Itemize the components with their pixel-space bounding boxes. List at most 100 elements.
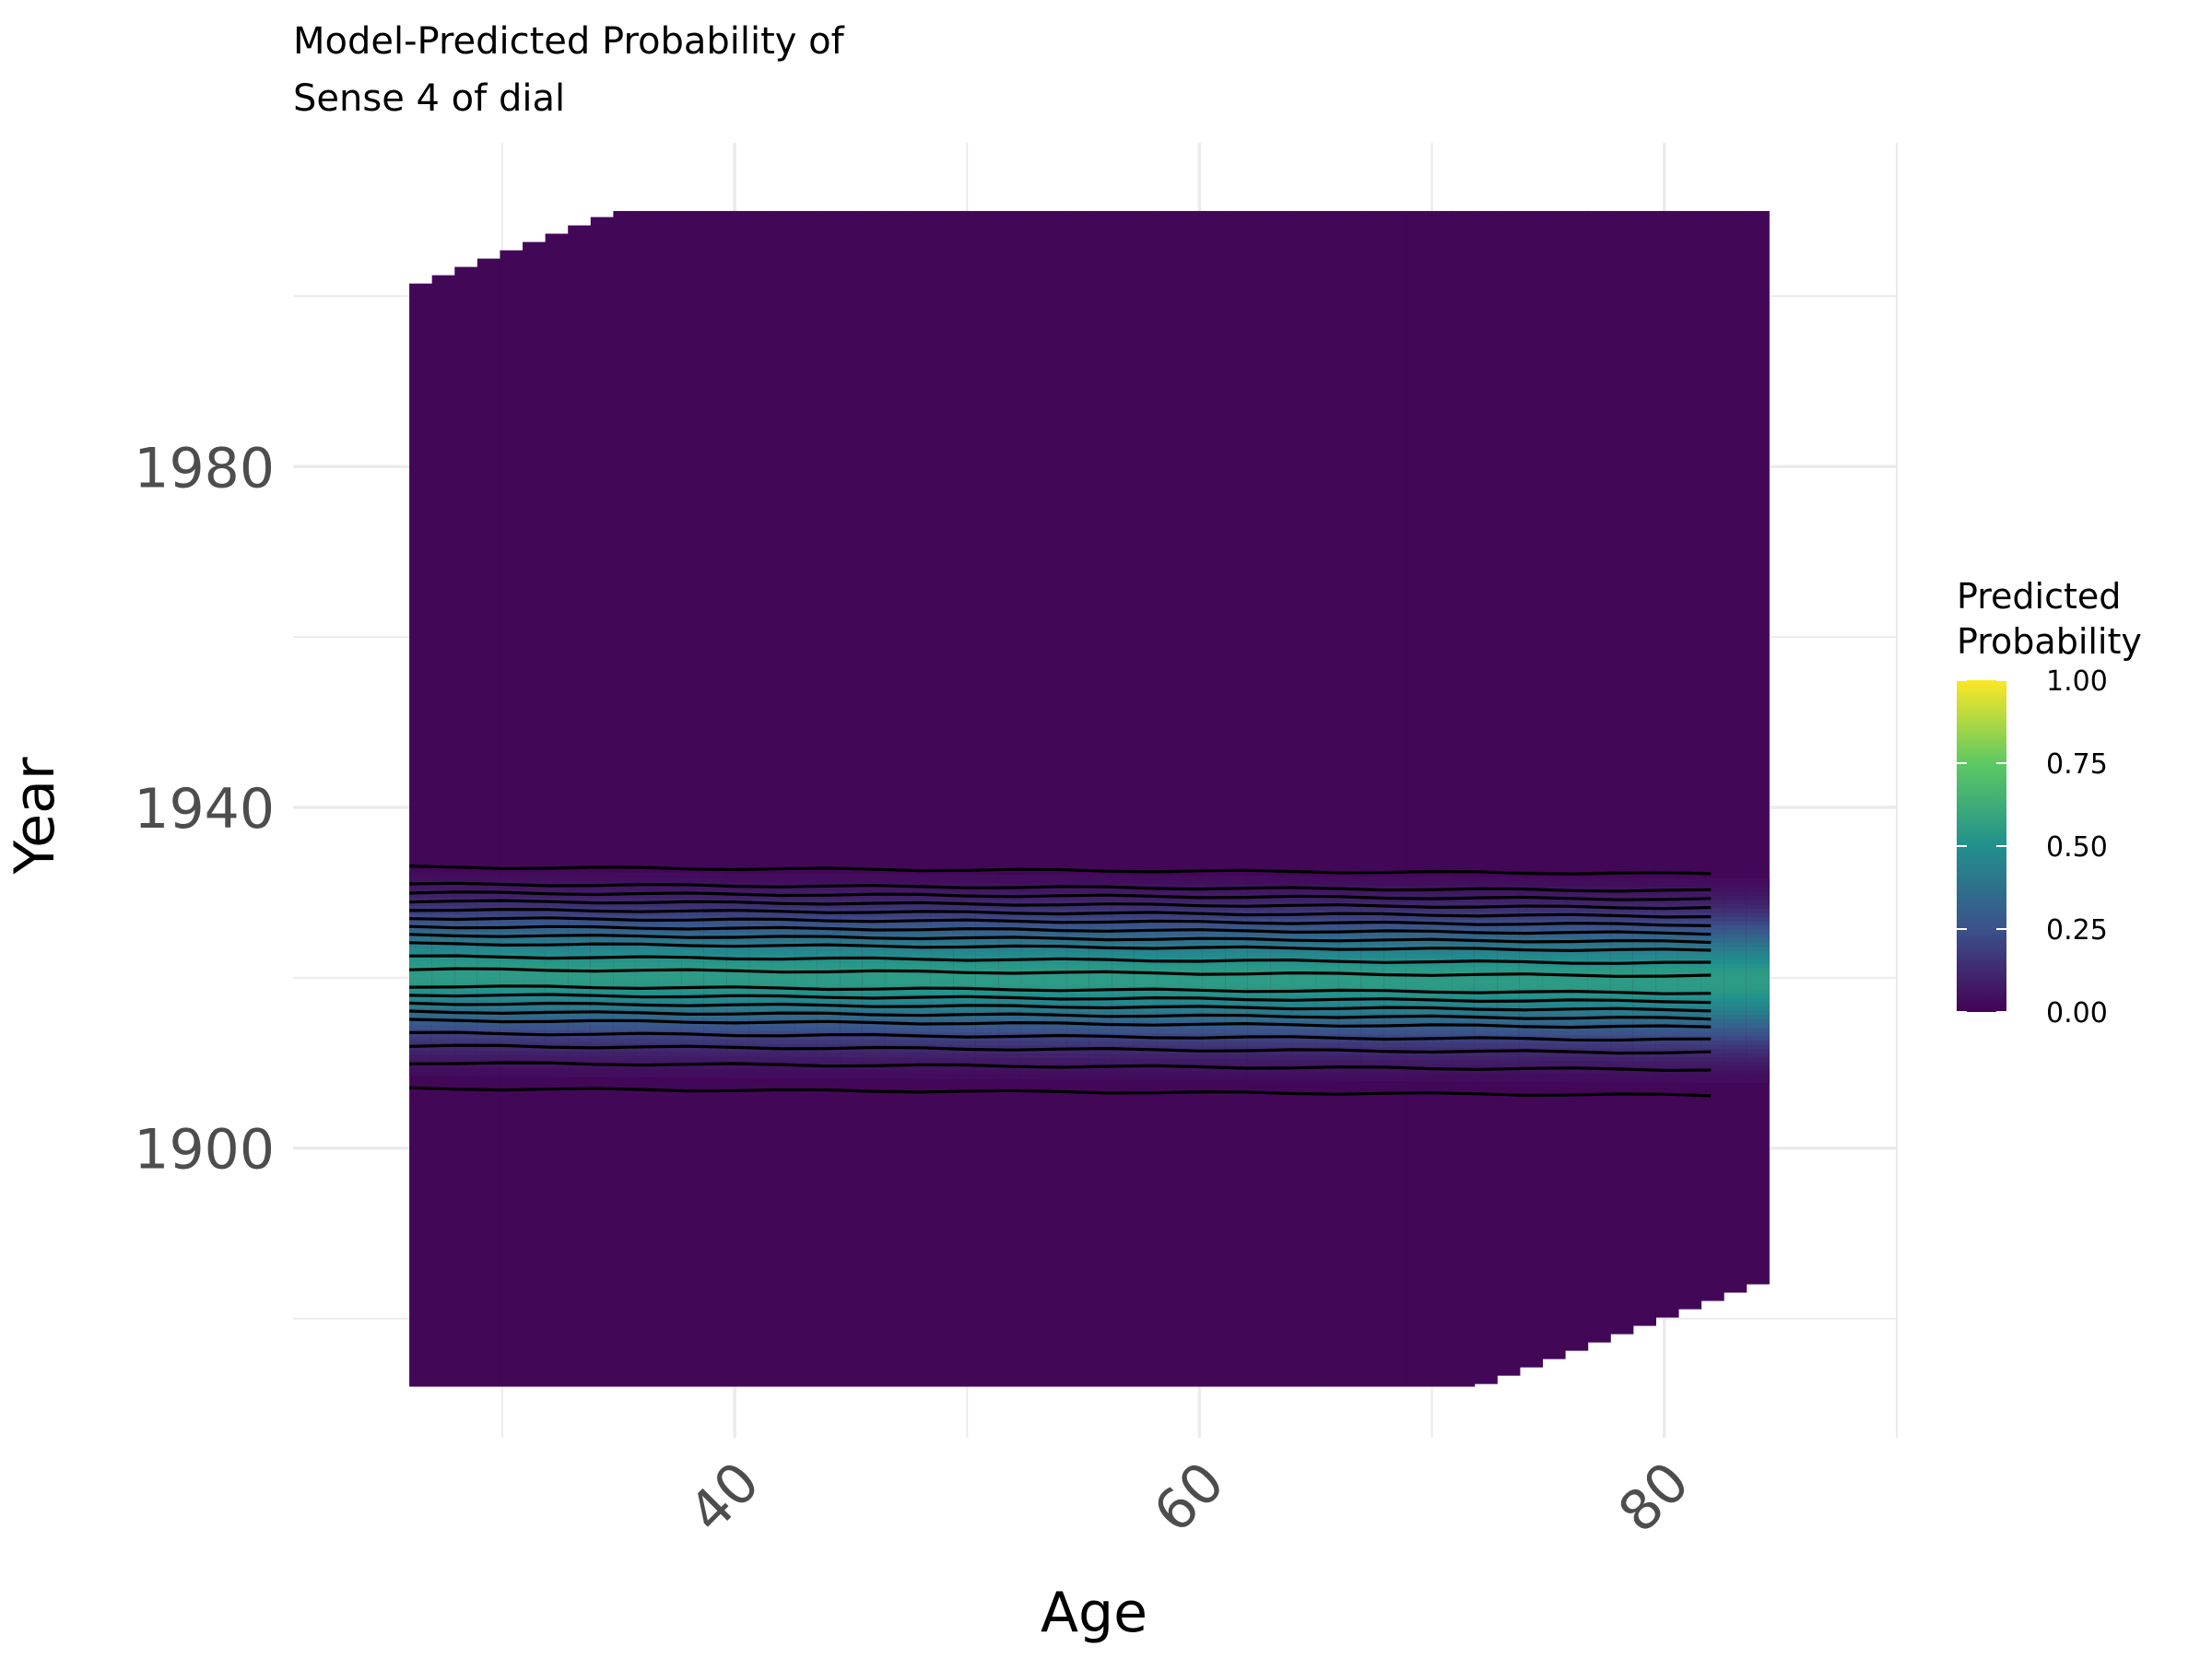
heatmap-tile	[908, 1056, 932, 1063]
heatmap-tile	[975, 1018, 999, 1024]
heatmap-tile	[1587, 936, 1611, 942]
heatmap-tile	[1270, 978, 1294, 983]
heatmap-tile	[1519, 877, 1544, 882]
heatmap-tile	[1724, 1069, 1747, 1075]
heatmap-tile	[1020, 1070, 1045, 1076]
heatmap-tile	[1724, 890, 1747, 896]
heatmap-tile	[1452, 927, 1476, 933]
heatmap-tile	[1565, 1043, 1589, 1049]
heatmap-tile	[1452, 901, 1476, 908]
heatmap-tile	[748, 1052, 773, 1057]
heatmap-tile	[1338, 1020, 1362, 1026]
heatmap-tile	[975, 947, 999, 952]
heatmap-tile	[1587, 902, 1611, 908]
heatmap-tile	[953, 1048, 977, 1054]
heatmap-tile	[1497, 974, 1521, 980]
heatmap-tile	[1088, 1036, 1112, 1042]
heatmap-tile	[908, 1010, 932, 1016]
heatmap-tile	[703, 873, 727, 878]
heatmap-tile	[1225, 1003, 1249, 1008]
heatmap-tile	[1112, 1053, 1135, 1059]
heatmap-tile	[771, 958, 795, 964]
heatmap-tile	[658, 1051, 682, 1057]
heatmap-tile	[1519, 1030, 1544, 1036]
heatmap-tile	[840, 928, 864, 935]
heatmap-tile	[862, 946, 887, 951]
heatmap-tile	[681, 1073, 705, 1078]
heatmap-tile	[794, 936, 818, 943]
heatmap-tile	[658, 906, 682, 912]
heatmap-tile	[930, 1031, 954, 1037]
heatmap-tile	[1497, 1000, 1521, 1006]
heatmap-tile	[953, 971, 977, 977]
heatmap-tile	[1542, 1018, 1566, 1023]
heatmap-tile	[953, 942, 977, 947]
heatmap-tile	[1157, 969, 1181, 974]
heatmap-tile	[1112, 1066, 1135, 1072]
heatmap-tile	[1429, 974, 1453, 980]
heatmap-tile	[1292, 1050, 1317, 1056]
heatmap-tile	[1134, 1075, 1159, 1080]
heatmap-tile	[1565, 915, 1589, 921]
heatmap-tile	[1383, 999, 1407, 1006]
heatmap-tile	[1565, 1021, 1589, 1028]
heatmap-tile	[1315, 931, 1339, 936]
heatmap-tile	[1315, 1054, 1339, 1060]
heatmap-tile	[590, 970, 614, 975]
heatmap-tile	[635, 924, 660, 929]
heatmap-tile	[523, 1054, 547, 1060]
heatmap-tile	[613, 987, 637, 993]
heatmap-tile	[975, 989, 999, 994]
heatmap-tile	[908, 976, 932, 982]
heatmap-tile	[1020, 1065, 1045, 1071]
heatmap-tile	[862, 1009, 887, 1016]
heatmap-tile	[1746, 916, 1770, 922]
heatmap-tile	[1338, 978, 1362, 983]
heatmap-tile	[1202, 951, 1226, 958]
heatmap-tile	[771, 928, 795, 934]
heatmap-tile	[1406, 978, 1430, 984]
heatmap-tile	[1360, 1007, 1384, 1014]
heatmap-tile	[1270, 923, 1294, 928]
heatmap-tile	[794, 949, 818, 955]
heatmap-tile	[1655, 928, 1679, 934]
heatmap-tile	[998, 1062, 1022, 1067]
heatmap-tile	[998, 900, 1022, 905]
heatmap-tile	[840, 903, 864, 909]
heatmap-tile	[1043, 1070, 1067, 1076]
heatmap-tile	[1292, 931, 1317, 936]
heatmap-tile	[998, 1023, 1022, 1029]
heatmap-tile	[681, 974, 705, 981]
heatmap-tile	[1134, 1041, 1159, 1046]
heatmap-column	[998, 210, 1022, 1387]
heatmap-tile	[1677, 1043, 1702, 1049]
heatmap-tile	[1315, 1050, 1339, 1056]
heatmap-tile	[862, 1014, 887, 1019]
heatmap-tile	[590, 927, 614, 933]
heatmap-tile	[1292, 926, 1317, 932]
heatmap-tile	[1587, 971, 1611, 976]
heatmap-tile	[1088, 938, 1112, 944]
heatmap-tile	[1724, 1065, 1747, 1071]
heatmap-tile	[975, 1065, 999, 1071]
heatmap-tile	[1746, 955, 1770, 960]
heatmap-tile	[1292, 944, 1317, 949]
heatmap-tile	[930, 1010, 954, 1016]
heatmap-tile	[885, 1006, 909, 1011]
heatmap-tile	[817, 899, 841, 904]
heatmap-tile	[1043, 1015, 1067, 1020]
heatmap-tile	[998, 1053, 1022, 1058]
heatmap-tile	[1157, 1016, 1181, 1021]
heatmap-tile	[1292, 1037, 1317, 1043]
heatmap-tile	[840, 1069, 864, 1075]
heatmap-tile	[568, 965, 592, 971]
heatmap-tile	[1338, 923, 1362, 928]
heatmap-tile	[1724, 916, 1747, 922]
heatmap-tile	[1360, 957, 1384, 962]
heatmap-tile	[1225, 956, 1249, 961]
heatmap-tile	[1452, 987, 1476, 993]
heatmap-tile	[477, 892, 501, 899]
heatmap-tile	[1700, 877, 1724, 883]
heatmap-tile	[1020, 968, 1045, 973]
heatmap-tile	[568, 901, 592, 907]
